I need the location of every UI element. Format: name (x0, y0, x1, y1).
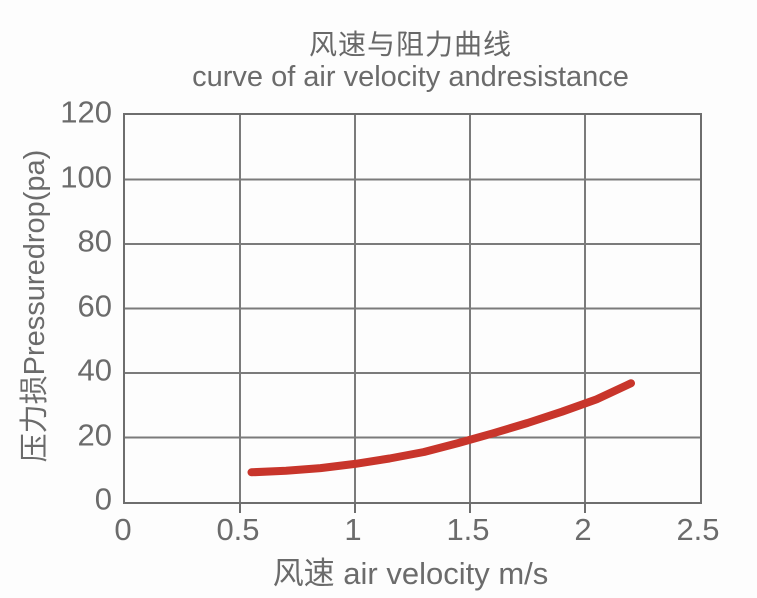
y-axis-tick-label: 20 (77, 416, 112, 452)
y-axis-tick-label: 60 (77, 287, 112, 323)
y-axis-tick-label: 40 (77, 352, 112, 388)
y-axis-tick-label: 80 (77, 223, 112, 259)
y-axis-tick-label: 120 (60, 94, 112, 130)
plot-svg (125, 115, 700, 513)
chart-title-zh: 风速与阻力曲线 (308, 29, 512, 60)
x-axis-title: 风速 air velocity m/s (272, 556, 549, 591)
y-axis-tick-label: 100 (60, 158, 112, 194)
x-axis-tick-label: 0.5 (216, 512, 260, 547)
chart-title-block: 风速与阻力曲线 curve of air velocity andresista… (123, 28, 698, 94)
chart-title-en: curve of air velocity andresistance (192, 61, 629, 93)
x-axis-tick-label: 2.5 (676, 512, 720, 547)
plot-area (123, 113, 702, 513)
x-axis-tick-label: 1.5 (446, 512, 490, 547)
resistance-curve (247, 379, 635, 477)
x-axis-tick-label: 0 (114, 512, 132, 547)
y-axis-tick-label: 0 (94, 481, 112, 517)
x-axis-tick-label: 1 (344, 512, 362, 547)
x-axis-tick-label: 2 (574, 512, 592, 547)
